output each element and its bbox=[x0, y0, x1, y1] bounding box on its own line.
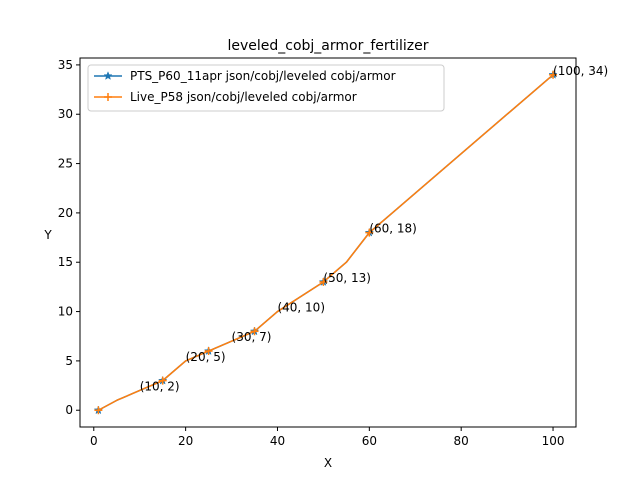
x-axis-ticks: 0 20 40 60 80 100 bbox=[90, 427, 565, 448]
y-tick-label: 35 bbox=[58, 58, 73, 72]
axes-frame bbox=[79, 57, 577, 428]
data-label: (10, 2) bbox=[140, 379, 180, 393]
data-label: (100, 34) bbox=[553, 64, 608, 78]
legend-marker bbox=[104, 93, 112, 101]
series-1 bbox=[93, 69, 558, 415]
x-tick-label: 0 bbox=[90, 434, 98, 448]
series-line bbox=[98, 74, 554, 411]
chart-title: leveled_cobj_armor_fertilizer bbox=[227, 38, 428, 54]
data-label: (50, 13) bbox=[323, 271, 371, 285]
legend-frame bbox=[87, 64, 445, 112]
legend-entry-label: PTS_P60_11apr json/cobj/leveled cobj/arm… bbox=[130, 69, 396, 83]
data-point bbox=[549, 70, 558, 79]
data-label: (20, 5) bbox=[186, 350, 226, 364]
data-point bbox=[158, 376, 167, 385]
series-line bbox=[98, 74, 554, 411]
y-tick-label: 30 bbox=[58, 107, 73, 121]
data-point bbox=[94, 406, 103, 415]
legend-marker bbox=[103, 71, 113, 80]
legend: PTS_P60_11apr json/cobj/leveled cobj/arm… bbox=[87, 64, 445, 112]
x-axis-label: X bbox=[324, 456, 332, 470]
y-tick-label: 5 bbox=[65, 354, 73, 368]
data-point bbox=[365, 228, 374, 237]
series-2 bbox=[94, 70, 558, 415]
data-label: (40, 10) bbox=[277, 301, 325, 315]
annotations: (10, 2) (20, 5) (30, 7) (40, 10) (50, 13) (60… bbox=[140, 64, 609, 394]
y-tick-label: 0 bbox=[65, 403, 73, 417]
y-tick-label: 20 bbox=[58, 206, 73, 220]
plot-series bbox=[93, 69, 558, 415]
x-tick-label: 100 bbox=[542, 434, 565, 448]
y-tick-label: 15 bbox=[58, 255, 73, 269]
x-tick-label: 80 bbox=[454, 434, 469, 448]
y-axis-ticks: 0 5 10 15 20 25 30 35 bbox=[58, 58, 80, 417]
data-label: (60, 18) bbox=[369, 222, 417, 236]
y-tick-label: 25 bbox=[58, 157, 73, 171]
data-point bbox=[204, 347, 213, 356]
x-tick-label: 40 bbox=[270, 434, 285, 448]
data-label: (30, 7) bbox=[232, 330, 272, 344]
legend-entry-label: Live_P58 json/cobj/leveled cobj/armor bbox=[130, 90, 357, 104]
data-point bbox=[250, 327, 259, 336]
y-tick-label: 10 bbox=[58, 305, 73, 319]
data-point bbox=[319, 277, 328, 286]
y-axis-label: Y bbox=[43, 228, 52, 242]
x-tick-label: 20 bbox=[178, 434, 193, 448]
x-tick-label: 60 bbox=[362, 434, 377, 448]
